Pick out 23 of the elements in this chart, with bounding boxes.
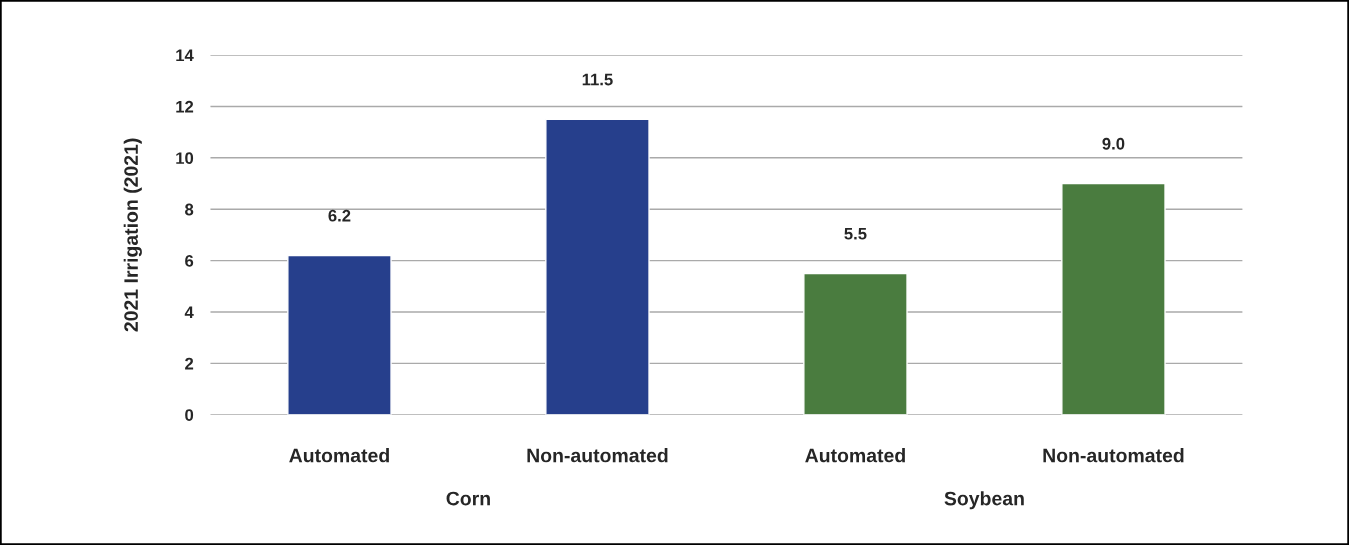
x-tick-label: Automated: [289, 448, 389, 463]
y-tick-label: 14: [176, 49, 194, 62]
bar: [545, 118, 650, 415]
y-tick-label: 0: [185, 409, 194, 421]
y-tick-label: 2: [185, 357, 194, 370]
data-label: 11.5: [582, 73, 613, 86]
y-tick-label: 8: [185, 203, 194, 216]
y-tick-label: 10: [176, 152, 194, 165]
x-tick-label: Non-automated: [527, 448, 668, 463]
x-tick-label: Non-automated: [1043, 448, 1184, 463]
x-tick-label: Automated: [805, 448, 905, 463]
bar: [803, 272, 908, 415]
bar: [1061, 182, 1166, 415]
y-tick-label: 12: [176, 100, 194, 113]
text: Soybean: [944, 491, 1024, 510]
bar: [287, 254, 392, 415]
y-axis-title: 2021 Irrigation (2021): [123, 138, 142, 332]
data-label: 6.2: [328, 209, 351, 222]
data-label: 5.5: [844, 227, 867, 240]
y-tick-label: 4: [184, 306, 194, 319]
text: Corn: [446, 491, 490, 506]
y-tick-label: 6: [185, 254, 194, 267]
data-label: 9.0: [1102, 137, 1125, 150]
